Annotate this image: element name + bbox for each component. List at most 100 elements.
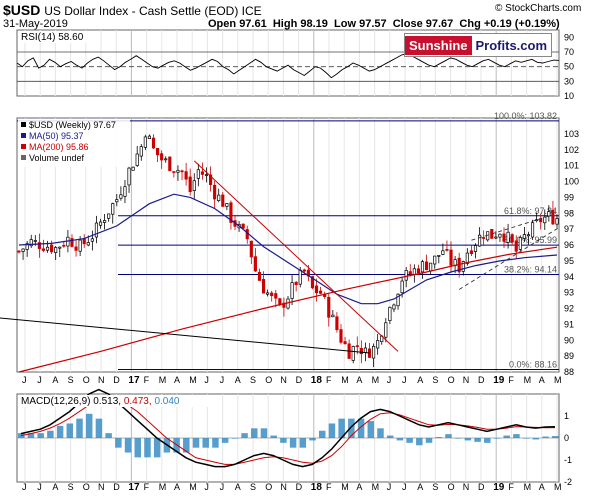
legend-swatch xyxy=(21,144,26,149)
candle-body xyxy=(376,340,380,349)
macd-histogram-bar xyxy=(85,413,93,438)
rsi-y-tick: 30 xyxy=(564,76,574,86)
macd-y-tick: 1 xyxy=(564,411,569,421)
x-tick-label: F xyxy=(326,375,332,385)
macd-histogram-bar xyxy=(280,438,287,443)
macd-histogram-bar xyxy=(435,437,442,438)
candle-body xyxy=(335,316,339,331)
macd-histogram-bar xyxy=(212,438,219,448)
macd-histogram-bar xyxy=(202,438,209,448)
candle-body xyxy=(319,290,323,294)
macd-histogram-bar xyxy=(386,435,394,438)
candle-body xyxy=(204,174,209,176)
change-value: +0.19 (+0.19%) xyxy=(483,18,560,30)
macd-histogram-bar xyxy=(416,438,423,446)
macd-histogram-bar xyxy=(396,438,404,441)
candle-body xyxy=(17,250,21,253)
x-tick-label: D xyxy=(113,482,120,492)
macd-histogram-bar xyxy=(105,433,112,438)
candle-body xyxy=(139,146,143,157)
price-legend-entry: Volume undef xyxy=(29,153,85,163)
x-tick-label: A xyxy=(417,482,423,492)
candle-body xyxy=(107,213,111,219)
x-tick-label: 18 xyxy=(311,482,323,493)
x-tick-label: M xyxy=(159,375,167,385)
macd-histogram-bar xyxy=(464,438,472,441)
macd-histogram-bar xyxy=(348,418,355,438)
macd-histogram-bar xyxy=(406,438,413,443)
x-tick-label: M xyxy=(341,482,349,492)
candle-body xyxy=(372,345,376,359)
candle-body xyxy=(74,246,78,251)
candle-body xyxy=(98,221,103,226)
x-tick-label: N xyxy=(463,482,470,492)
x-tick-label: M xyxy=(189,375,197,385)
candle-body xyxy=(33,240,37,242)
candle-body xyxy=(208,174,213,185)
candle-body xyxy=(477,234,482,247)
x-tick-label: A xyxy=(235,482,241,492)
macd-histogram-bar xyxy=(47,430,54,438)
candle-body xyxy=(172,171,176,173)
candle-body xyxy=(473,245,478,252)
macd-histogram-bar xyxy=(260,428,268,438)
candle-body xyxy=(420,261,425,273)
macd-histogram-bar xyxy=(552,436,559,438)
macd-histogram-bar xyxy=(484,438,491,443)
candle-body xyxy=(29,239,33,247)
x-tick-label: O xyxy=(448,375,455,385)
macd-y-tick: -2 xyxy=(564,477,572,487)
price-y-tick: 97 xyxy=(564,224,574,234)
x-tick-label: D xyxy=(296,482,303,492)
dashed-channel-line xyxy=(458,227,560,290)
x-tick-label: O xyxy=(448,482,455,492)
sunshine-profits-logo: Sunshine Profits.com xyxy=(404,33,552,57)
x-tick-label: J xyxy=(37,375,42,385)
candle-body xyxy=(351,346,355,361)
x-tick-label: M xyxy=(372,375,380,385)
macd-histogram-bar xyxy=(270,435,277,438)
ohlc-readout: Open 97.61 High 98.19 Low 97.57 Close 97… xyxy=(208,18,560,30)
x-tick-label: M xyxy=(524,482,532,492)
x-tick-label: A xyxy=(539,375,545,385)
x-tick-label: N xyxy=(463,375,470,385)
macd-histogram-bar xyxy=(183,438,190,453)
candle-body xyxy=(168,156,172,171)
symbol: $USD xyxy=(3,2,41,18)
candle-body xyxy=(408,271,412,275)
candle-body xyxy=(221,194,225,207)
candle-body xyxy=(555,218,559,225)
open-value: 97.61 xyxy=(239,18,267,30)
x-tick-label: J xyxy=(387,375,392,385)
x-tick-label: A xyxy=(174,482,180,492)
rsi-legend: RSI(14) 58.60 xyxy=(21,32,84,43)
x-tick-label: F xyxy=(508,482,514,492)
candle-body xyxy=(461,261,465,272)
ma50-line xyxy=(18,193,558,305)
chart-title: $USD US Dollar Index - Cash Settle (EOD)… xyxy=(3,2,262,18)
x-tick-label: S xyxy=(68,375,74,385)
x-tick-label: N xyxy=(280,375,287,385)
candle-body xyxy=(78,239,82,252)
candle-body xyxy=(143,136,147,148)
macd-histogram-bar xyxy=(144,438,151,458)
candle-body xyxy=(416,268,420,274)
x-tick-label: M xyxy=(372,482,380,492)
macd-histogram-bar xyxy=(134,438,142,458)
macd-histogram-bar xyxy=(153,438,161,458)
macd-histogram-bar xyxy=(95,418,103,438)
candle-body xyxy=(400,280,404,294)
macd-histogram-bar xyxy=(328,423,336,438)
candle-body xyxy=(131,166,135,171)
candle-body xyxy=(530,222,535,238)
macd-histogram-bar xyxy=(221,438,229,443)
x-tick-label: O xyxy=(265,482,272,492)
x-tick-label: 17 xyxy=(128,375,140,386)
fib-level-label: 0.0%: 88.16 xyxy=(509,359,557,369)
x-tick-label: A xyxy=(539,482,545,492)
macd-histogram-bar xyxy=(425,438,433,443)
candle-body xyxy=(50,244,54,253)
x-tick-label: O xyxy=(83,375,90,385)
macd-histogram-bar xyxy=(231,438,239,439)
macd-histogram-bar xyxy=(66,423,74,438)
